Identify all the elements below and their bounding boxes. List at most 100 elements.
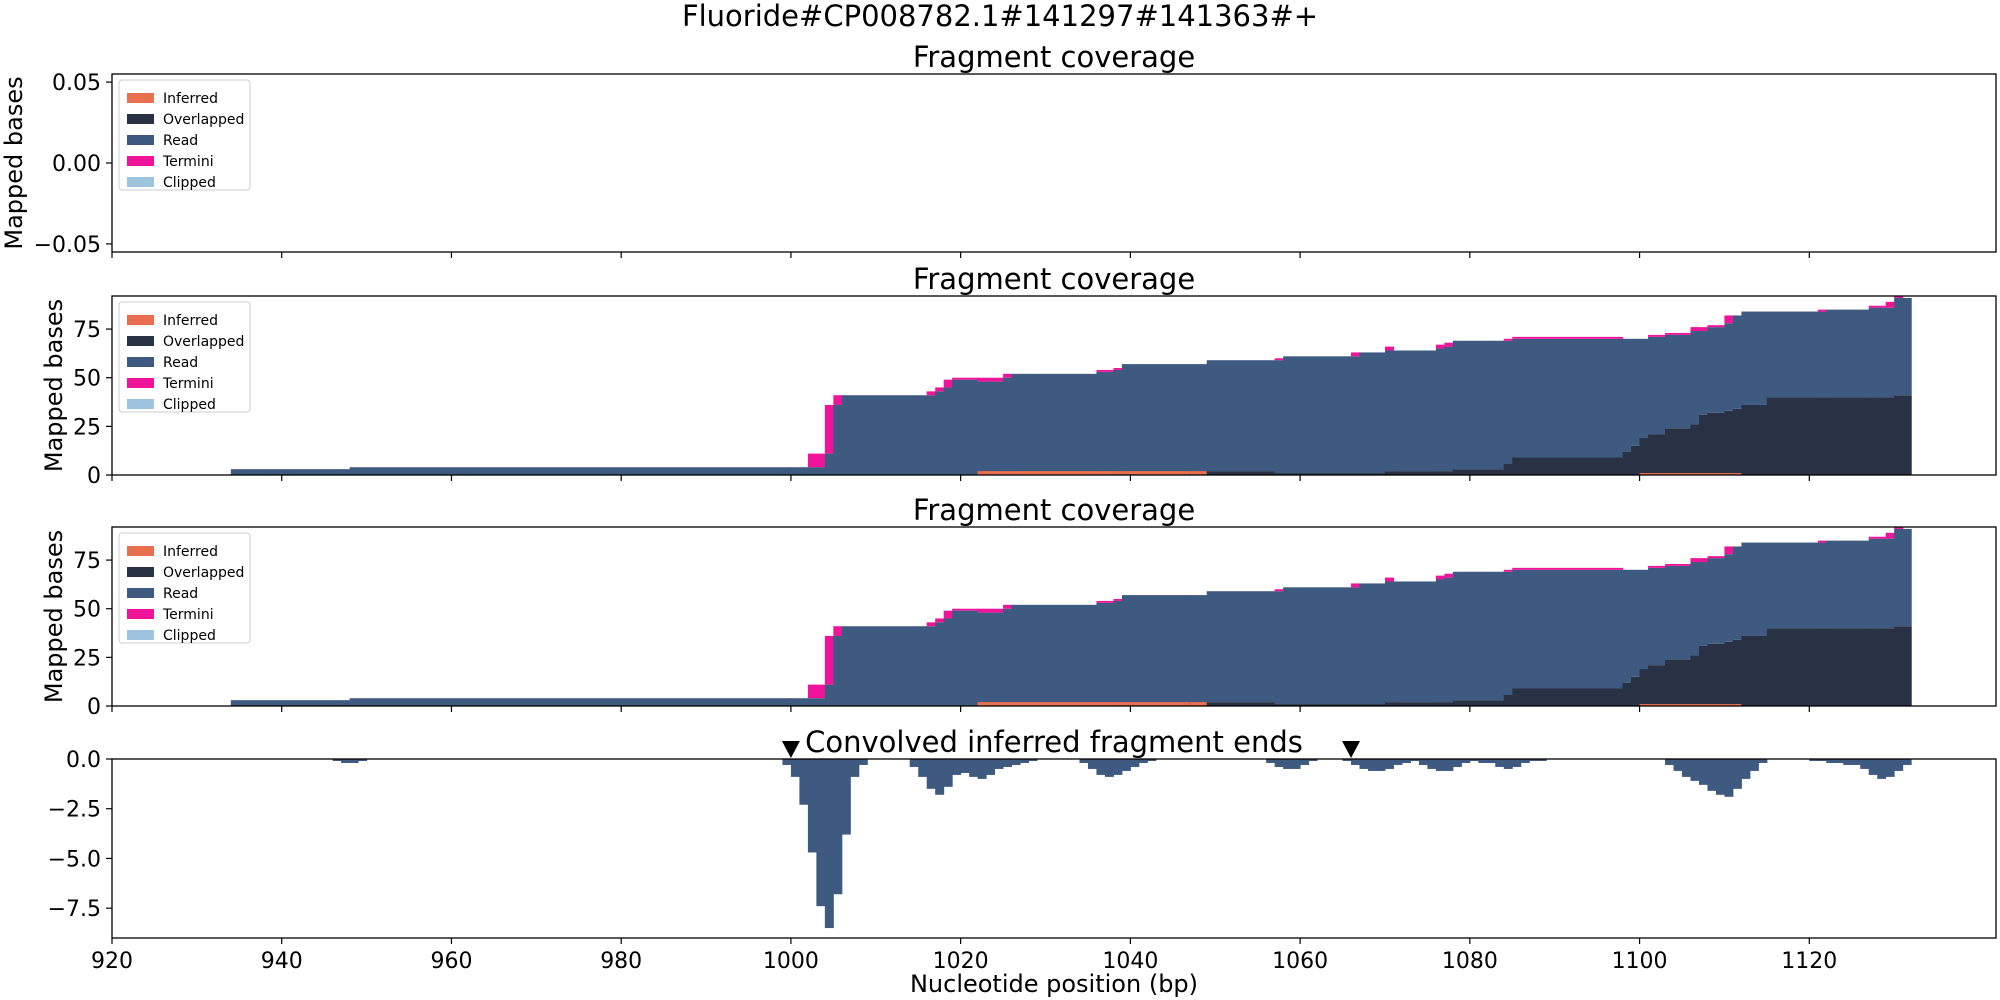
end-bar-1082 <box>1486 759 1496 763</box>
overlapped-bar-30 <box>1622 682 1632 706</box>
y-axis-label: Mapped bases <box>0 76 28 249</box>
termini-bar-29 <box>1512 336 1624 339</box>
axes-frame <box>111 295 1997 476</box>
termini-bar-44 <box>1868 536 1887 539</box>
end-bar-1056 <box>1266 759 1276 763</box>
inferred-top-32 <box>1639 704 1649 706</box>
read-bar-25 <box>1435 348 1445 472</box>
read-bar-45 <box>1885 538 1895 629</box>
inferred-top-15 <box>1113 471 1123 475</box>
end-bar-1124 <box>1843 759 1853 765</box>
termini-bar-45 <box>1885 532 1895 539</box>
termini-bar-28 <box>1503 338 1513 341</box>
read-bar-46 <box>1894 297 1904 396</box>
end-bar-1028 <box>1028 759 1038 761</box>
end-bar-1125 <box>1851 759 1861 765</box>
read-bar-27 <box>1452 571 1505 701</box>
end-bar-1076 <box>1435 759 1445 771</box>
end-bar-1040 <box>1130 759 1140 767</box>
read-bar-38 <box>1724 554 1734 642</box>
read-bar-12 <box>1003 608 1013 706</box>
legend-label-inferred: Inferred <box>163 91 218 107</box>
end-bar-1000 <box>790 759 800 777</box>
end-bar-1068 <box>1368 759 1377 771</box>
termini-bar-4 <box>824 404 834 454</box>
termini-bar-8 <box>935 618 945 623</box>
read-bar-18 <box>1206 591 1276 703</box>
read-bar-37 <box>1707 327 1726 413</box>
end-bar-1057 <box>1274 759 1284 767</box>
end-bar-1008 <box>858 759 868 765</box>
y-tick-label: 25 <box>73 415 101 440</box>
end-bar-1085 <box>1512 759 1522 767</box>
termini-bar-19 <box>1274 589 1284 592</box>
end-bar-1120 <box>1809 759 1819 761</box>
overlapped-bar-35 <box>1690 424 1700 475</box>
termini-bar-21 <box>1351 352 1361 357</box>
inferred-top-37 <box>1707 473 1726 475</box>
x-tick-label: 940 <box>261 949 303 974</box>
read-bar-41 <box>1766 542 1819 629</box>
overlapped-bar-37 <box>1707 643 1726 706</box>
read-bar-36 <box>1698 331 1709 415</box>
read-bar-10 <box>952 610 979 706</box>
legend-label-inferred: Inferred <box>163 313 218 329</box>
read-bar-1 <box>349 467 792 475</box>
x-tick-label: 960 <box>430 949 472 974</box>
legend-swatch-read <box>127 588 154 598</box>
end-bar-1073 <box>1410 759 1420 761</box>
read-bar-9 <box>943 618 953 706</box>
end-bar-1058 <box>1283 759 1293 769</box>
end-bar-1128 <box>1877 759 1887 779</box>
read-bar-15 <box>1113 369 1123 475</box>
overlapped-bar-47 <box>1902 626 1912 706</box>
termini-bar-5 <box>833 626 843 636</box>
read-bar-15 <box>1113 600 1123 706</box>
end-bar-1126 <box>1860 759 1870 769</box>
y-tick-label: −2.5 <box>48 798 101 823</box>
end-bar-1060 <box>1300 759 1310 765</box>
termini-bar-37 <box>1707 325 1726 328</box>
end-bar-1024 <box>994 759 1004 769</box>
overlapped-bar-32 <box>1639 669 1649 706</box>
termini-bar-26 <box>1444 573 1454 578</box>
end-bar-946 <box>332 759 342 761</box>
read-bar-33 <box>1648 567 1666 666</box>
read-bar-2 <box>790 698 809 706</box>
end-bar-1122 <box>1826 759 1836 763</box>
end-bar-1084 <box>1503 759 1513 769</box>
overlapped-bar-21 <box>1351 704 1361 706</box>
end-bar-1077 <box>1444 759 1454 771</box>
termini-bar-38 <box>1724 315 1734 324</box>
read-bar-36 <box>1698 562 1709 646</box>
end-bar-1016 <box>926 759 936 789</box>
read-bar-35 <box>1690 562 1700 656</box>
read-bar-5 <box>833 635 843 706</box>
end-bar-1129 <box>1885 759 1895 777</box>
inferred-top-33 <box>1648 473 1666 475</box>
end-bar-1015 <box>918 759 928 777</box>
overlapped-bar-41 <box>1766 628 1819 706</box>
overlapped-bar-27 <box>1452 469 1505 475</box>
legend-label-clipped: Clipped <box>163 628 216 644</box>
end-bar-947 <box>341 759 351 763</box>
read-bar-7 <box>926 395 936 475</box>
end-bar-1072 <box>1401 759 1411 763</box>
read-bar-22 <box>1359 352 1386 474</box>
overlapped-bar-19 <box>1274 473 1284 475</box>
overlapped-bar-34 <box>1665 659 1692 706</box>
end-bar-1110 <box>1724 759 1734 797</box>
end-bar-1004 <box>824 759 834 929</box>
inferred-top-13 <box>1011 702 1098 706</box>
termini-bar-11 <box>977 377 1004 382</box>
read-bar-47 <box>1902 297 1912 396</box>
y-tick-label: 75 <box>73 549 101 574</box>
overlapped-bar-38 <box>1724 641 1734 706</box>
overlapped-bar-32 <box>1639 438 1649 475</box>
overlapped-bar-27 <box>1452 700 1505 706</box>
overlapped-bar-18 <box>1206 471 1276 475</box>
read-bar-14 <box>1096 371 1115 475</box>
read-bar-42 <box>1817 542 1827 629</box>
overlapped-bar-23 <box>1384 471 1395 475</box>
overlapped-bar-46 <box>1894 395 1904 475</box>
